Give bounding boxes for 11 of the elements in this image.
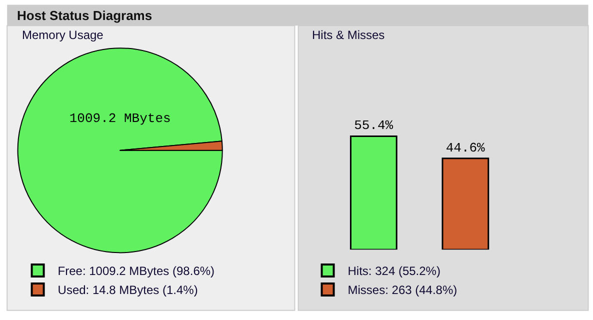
- chart-title: Hits & Misses: [312, 28, 385, 42]
- text: Hits: 324 (55.2%): [348, 264, 440, 278]
- chart-subtitle: Memory Usage: [22, 28, 104, 42]
- data-label: 44.6%: [446, 140, 486, 156]
- legend-label: Free: 1009.2 MBytes (98.6%): [58, 264, 215, 278]
- chart-title: Host Status Diagrams: [17, 8, 152, 23]
- data-label: 55.4%: [354, 118, 394, 134]
- pie-slice: [17, 48, 223, 254]
- text: Misses: 263 (44.8%): [348, 283, 458, 298]
- legend-label: Used: 14.8 MBytes (1.4%): [58, 283, 198, 298]
- data-label: 1009.2 MBytes: [69, 110, 171, 126]
